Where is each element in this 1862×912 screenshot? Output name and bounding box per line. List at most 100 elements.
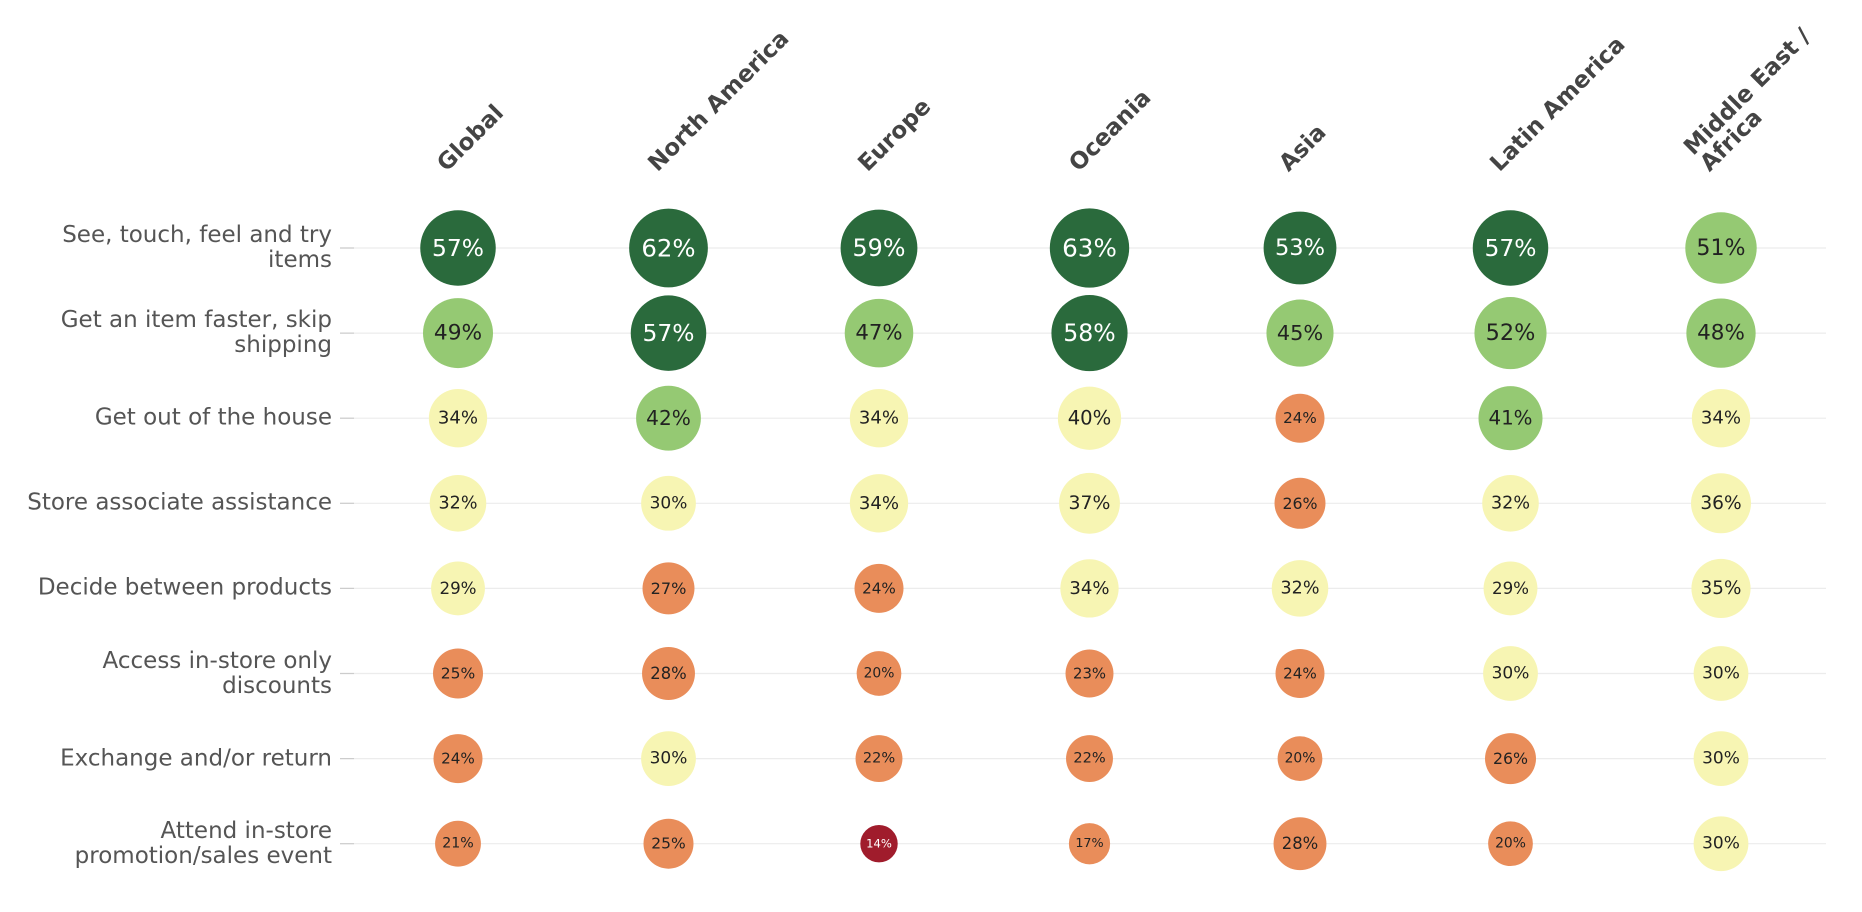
value-label: 22% [1073,751,1105,767]
value-label: 51% [1696,235,1745,261]
value-label: 27% [651,579,687,598]
value-label: 45% [1277,321,1323,345]
value-label: 30% [1702,664,1740,684]
bubble [1068,823,1111,865]
row-label: Get out of the house [94,404,332,431]
bubble [1482,475,1539,532]
value-label: 32% [1281,578,1320,598]
value-label: 35% [1701,578,1742,599]
row-label: Attend in-store promotion/sales event [74,817,332,869]
value-label: 20% [1285,751,1316,767]
value-label: 26% [1282,494,1317,513]
bubble [428,389,488,448]
value-label: 41% [1488,407,1532,430]
bubble [641,731,696,786]
value-label: 57% [643,319,695,347]
value-label: 24% [862,579,896,597]
bubble [860,824,898,863]
row-label: Decide between products [37,574,332,601]
value-label: 40% [1068,407,1112,430]
value-label: 48% [1697,321,1745,346]
value-label: 25% [651,835,685,853]
bubble [844,298,914,368]
value-label: 20% [1495,836,1526,852]
value-label: 22% [863,751,895,767]
bubble [1273,817,1327,871]
value-label: 49% [434,321,482,346]
bubble [1066,735,1113,783]
bubble [1485,733,1536,785]
bubble [1051,295,1128,372]
value-label: 26% [1493,749,1528,768]
value-label: 34% [438,408,478,429]
value-label: 57% [1485,234,1537,262]
value-label: 59% [853,234,906,262]
bubble [636,385,701,451]
bubble [856,651,902,696]
bubble [420,210,496,286]
row-label: See, touch, feel and try items [62,222,332,273]
bubble [1686,298,1756,368]
value-label: 34% [1701,408,1741,429]
bubble [435,820,481,867]
bubble [629,208,708,288]
bubble [1263,211,1337,285]
bubble [1049,208,1130,288]
bubble [423,298,493,369]
bubble [855,735,903,783]
value-label: 29% [439,579,476,598]
bubble [1693,646,1749,701]
bubble [1474,297,1547,370]
value-label: 53% [1275,235,1325,261]
bubble [1060,559,1119,618]
bubble [1266,299,1334,367]
bubble [1057,386,1122,450]
value-label: 24% [441,750,475,768]
value-label: 37% [1069,493,1111,514]
bubble [1065,649,1114,698]
value-label: 52% [1486,320,1536,346]
value-label: 14% [866,837,892,851]
bubble [433,734,483,784]
value-label: 30% [1492,664,1530,684]
value-label: 30% [650,493,688,513]
bubble [840,209,918,287]
value-label: 23% [1073,665,1106,683]
value-label: 30% [1702,834,1740,854]
bubble [1691,473,1751,534]
value-label: 28% [1282,834,1318,853]
value-label: 30% [650,749,688,769]
value-label: 36% [1700,493,1741,514]
value-label: 63% [1062,234,1117,263]
value-label: 30% [1702,749,1740,769]
value-label: 34% [859,408,899,429]
bubble [1691,558,1751,618]
value-label: 29% [1492,579,1529,598]
bubble [1483,561,1538,616]
value-label: 62% [641,234,695,263]
row-label: Access in-store only discounts [102,647,332,699]
bubble [429,475,487,532]
value-label: 34% [859,493,899,514]
bubble [1691,389,1751,448]
value-label: 21% [442,836,474,852]
bubble [854,563,904,613]
row-label: Store associate assistance [27,489,332,516]
value-label: 34% [1069,578,1109,599]
bubble [1472,210,1549,286]
value-label: 32% [1491,493,1530,513]
bubble [642,562,695,615]
bubble [433,648,483,699]
bubble [642,647,695,700]
bubble [1478,386,1543,451]
bubble [643,818,694,869]
bubble [1271,560,1329,617]
value-label: 25% [441,665,475,683]
bubble [641,475,696,531]
value-label: 32% [439,493,478,513]
bubble [1059,472,1120,534]
bubble [1274,477,1326,529]
value-label: 57% [432,234,484,262]
